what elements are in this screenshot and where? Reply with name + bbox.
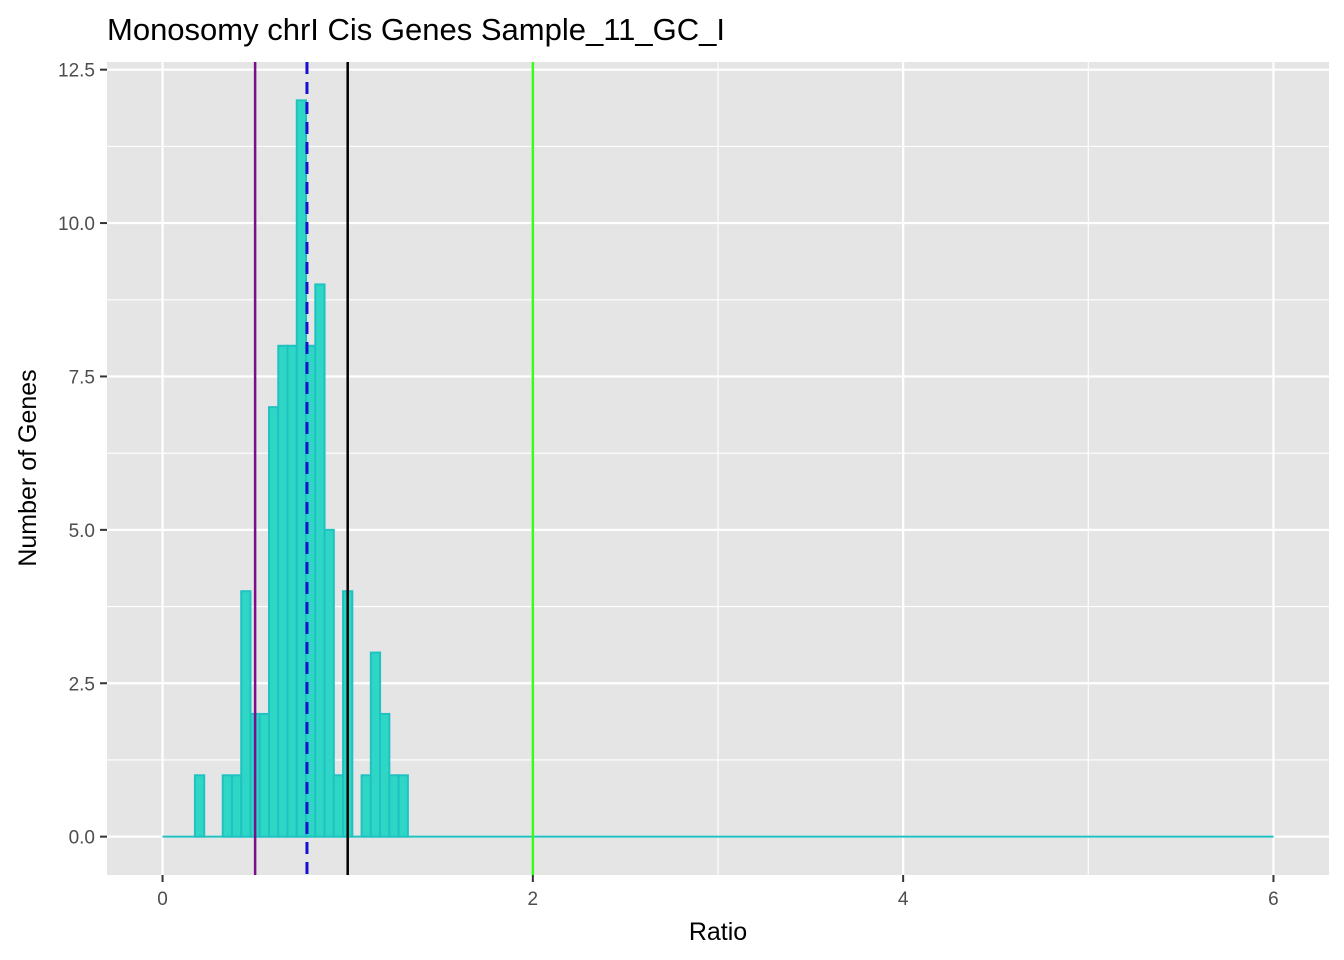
chart-title: Monosomy chrI Cis Genes Sample_11_GC_I xyxy=(107,12,725,47)
histogram-bar xyxy=(230,774,243,838)
y-tick-label: 10.0 xyxy=(58,214,95,235)
histogram-bar xyxy=(286,344,298,838)
y-axis-title: Number of Genes xyxy=(14,369,42,566)
histogram-bar xyxy=(277,344,289,838)
y-axis: 0.0 2.5 5.0 7.5 10.0 12.5 xyxy=(58,61,107,849)
x-tick-label: 2 xyxy=(528,889,539,910)
histogram-bar xyxy=(268,406,280,838)
x-tick-label: 6 xyxy=(1268,889,1279,910)
histogram-bar xyxy=(323,528,335,838)
histogram-bar xyxy=(221,774,233,838)
histogram-bar xyxy=(193,774,206,838)
x-axis-title: Ratio xyxy=(689,918,747,946)
histogram-bar xyxy=(397,774,409,838)
histogram-bar xyxy=(258,712,271,838)
reference-lines xyxy=(253,62,535,875)
x-tick-label: 0 xyxy=(157,889,168,910)
histogram-bar xyxy=(379,712,391,838)
histogram-bar xyxy=(388,774,400,838)
histogram-bar xyxy=(240,590,252,838)
y-tick-label: 2.5 xyxy=(69,674,95,695)
histogram-bar xyxy=(332,774,345,838)
y-tick-label: 7.5 xyxy=(69,367,95,388)
histogram-bar xyxy=(314,283,326,838)
y-tick-label: 5.0 xyxy=(69,521,95,542)
histogram-bar xyxy=(360,774,372,838)
x-axis: 0 2 4 6 xyxy=(157,875,1279,910)
y-tick-label: 12.5 xyxy=(58,61,95,82)
histogram-bar xyxy=(295,99,308,838)
y-tick-label: 0.0 xyxy=(69,828,95,849)
histogram-bar xyxy=(369,651,382,838)
x-tick-label: 4 xyxy=(898,889,909,910)
